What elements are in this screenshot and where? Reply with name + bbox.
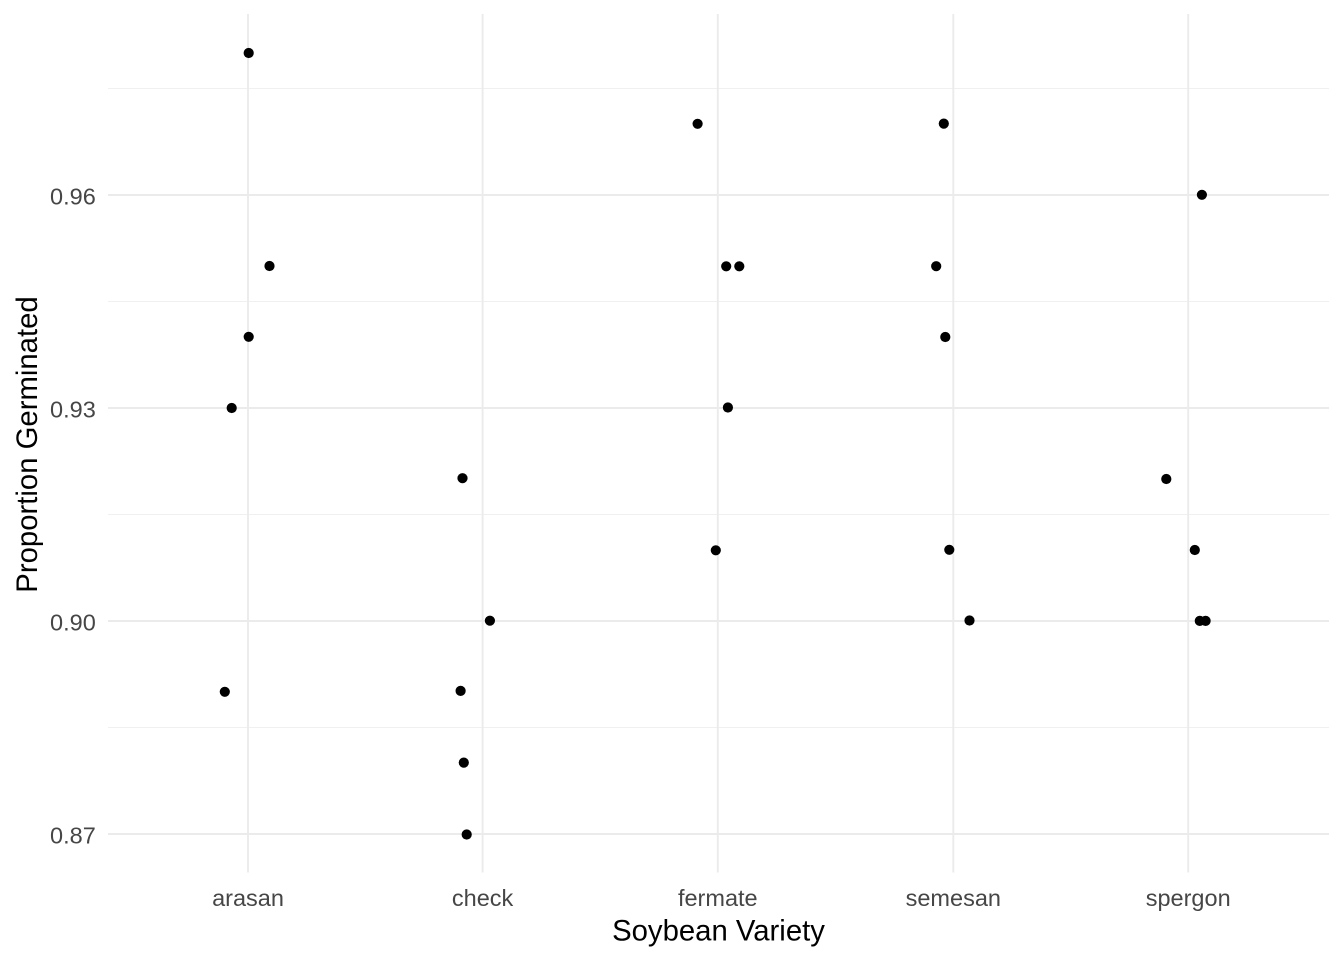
svg-text:arasan: arasan: [212, 885, 284, 911]
svg-text:check: check: [452, 885, 514, 911]
svg-text:0.90: 0.90: [50, 609, 96, 635]
svg-text:fermate: fermate: [678, 885, 758, 911]
svg-text:0.93: 0.93: [50, 396, 96, 422]
svg-text:Soybean Variety: Soybean Variety: [612, 914, 825, 947]
svg-text:spergon: spergon: [1146, 885, 1231, 911]
svg-text:Proportion Germinated: Proportion Germinated: [11, 296, 44, 592]
svg-text:0.87: 0.87: [50, 822, 96, 848]
svg-text:0.96: 0.96: [50, 184, 96, 210]
svg-text:semesan: semesan: [906, 885, 1001, 911]
